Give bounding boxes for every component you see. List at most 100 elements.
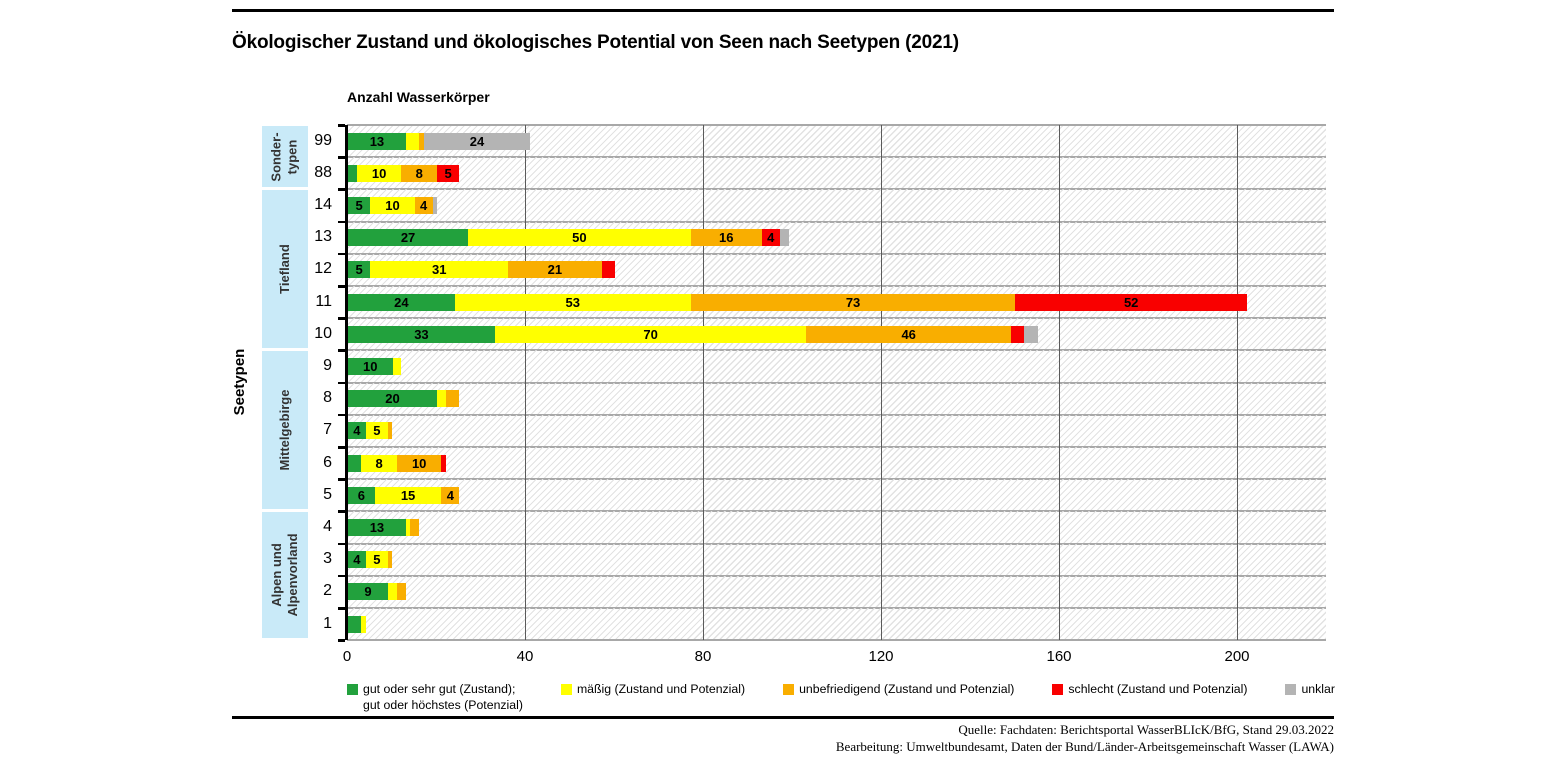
bar-segment-green: 20 <box>348 390 437 408</box>
bar-row: 8 10 <box>348 454 446 472</box>
legend-swatch-yellow <box>560 684 572 695</box>
legend-item: unklar <box>1285 682 1335 698</box>
bar-value-label: 24 <box>394 294 409 310</box>
y-axis-tick <box>338 188 345 191</box>
group-label-line: Mittelgebirge <box>277 389 293 471</box>
bar-segment-orange: 4 <box>414 197 433 214</box>
y-axis-tick <box>338 446 345 449</box>
bar-row <box>348 615 366 633</box>
row-label: 88 <box>314 163 332 181</box>
bar-segment-yellow <box>405 519 411 536</box>
row-label: 2 <box>323 582 332 600</box>
bar-value-label: 16 <box>719 230 734 246</box>
top-rule <box>232 9 1334 12</box>
row-band <box>347 479 1326 512</box>
bar-value-label: 9 <box>364 584 372 600</box>
bar-segment-green <box>348 454 362 472</box>
bar-segment-yellow: 10 <box>370 197 415 214</box>
legend-label-line: unbefriedigend (Zustand und Potenzial) <box>799 682 1015 696</box>
legend-label: mäßig (Zustand und Potenzial) <box>577 682 745 698</box>
bar-segment-red <box>601 261 615 279</box>
row-band <box>347 511 1326 544</box>
gridline <box>1237 125 1238 641</box>
bar-segment-orange: 73 <box>690 293 1016 311</box>
bar-row: 10 8 5 <box>348 164 460 182</box>
page-title: Ökologischer Zustand und ökologisches Po… <box>232 32 959 53</box>
group-box: Tiefland <box>262 190 308 349</box>
row-separator <box>347 124 1326 126</box>
row-band <box>347 447 1326 480</box>
group-label-line: Sonder- <box>269 132 285 182</box>
group-box: Sonder-typen <box>262 126 308 188</box>
bar-value-label: 6 <box>357 487 365 503</box>
legend-swatch-green <box>347 684 358 695</box>
legend-swatch-gray <box>1285 684 1297 695</box>
bar-value-label: 4 <box>353 552 361 568</box>
bar-row: 10 <box>348 358 402 375</box>
legend-label-line: mäßig (Zustand und Potenzial) <box>576 682 746 696</box>
y-axis-tick <box>338 220 345 224</box>
bar-segment-red <box>441 454 446 472</box>
bar-row: 5 10 4 <box>348 197 437 214</box>
legend-label: schlecht (Zustand und Potenzial) <box>1068 682 1247 698</box>
y-axis-tick <box>338 285 345 288</box>
row-label: 99 <box>314 131 332 149</box>
row-number-column: 99 88 14 13 12 11 10 9 8 7 6 5 4 3 2 1 <box>296 125 338 640</box>
row-label: 4 <box>323 518 332 535</box>
bar-segment-gray <box>432 197 437 214</box>
bar-value-label: 5 <box>355 262 363 278</box>
legend-item: mäßig (Zustand und Potenzial) <box>560 682 745 698</box>
bar-segment-orange <box>445 390 460 408</box>
row-label: 12 <box>314 260 332 278</box>
bar-segment-orange <box>419 132 424 150</box>
bar-segment-green: 6 <box>348 486 375 504</box>
group-box: Mittelgebirge <box>262 351 308 510</box>
bar-segment-green: 10 <box>348 358 393 375</box>
bar-row: 24 53 73 52 <box>348 293 1247 311</box>
row-label: 1 <box>323 614 332 632</box>
bar-segment-gray: 24 <box>423 132 531 150</box>
row-label: 13 <box>314 228 332 246</box>
bar-value-label: 5 <box>373 552 381 568</box>
bar-segment-orange: 10 <box>396 454 442 472</box>
bar-segment-green: 9 <box>348 583 389 601</box>
y-axis-tick <box>338 574 345 578</box>
bar-segment-green <box>348 164 357 182</box>
bar-row: 5 31 21 <box>348 261 615 279</box>
bar-value-label: 21 <box>547 262 563 278</box>
legend-label-line: gut oder höchstes (Potenzial) <box>363 697 523 712</box>
bar-segment-yellow: 70 <box>494 325 807 343</box>
row-label: 11 <box>315 292 332 310</box>
y-axis-tick <box>338 252 345 256</box>
bar-value-label: 10 <box>385 198 400 213</box>
x-tick-label: 40 <box>516 648 534 665</box>
row-label: 3 <box>323 550 332 568</box>
bar-value-label: 53 <box>565 294 580 310</box>
bar-value-label: 46 <box>901 326 916 342</box>
bar-segment-red <box>1011 325 1025 343</box>
bar-value-label: 15 <box>400 487 416 503</box>
bar-segment-orange <box>388 422 393 440</box>
bar-segment-yellow <box>392 358 402 375</box>
bar-row: 27 50 16 4 <box>348 229 789 247</box>
bar-row: 13 24 <box>348 132 531 150</box>
x-axis-tick-labels: 0 40 80 120 160 200 <box>343 648 1326 668</box>
x-tick-label: 80 <box>694 648 712 665</box>
row-label: 10 <box>314 324 332 342</box>
legend-label-line: gut oder sehr gut (Zustand); <box>363 682 516 696</box>
y-axis-tick <box>338 413 345 417</box>
y-axis-tick <box>338 156 345 159</box>
y-axis-tick <box>338 478 345 481</box>
y-axis-tick <box>338 607 345 610</box>
bar-value-label: 5 <box>373 423 381 439</box>
bar-segment-yellow: 8 <box>361 454 397 472</box>
bar-segment-orange: 46 <box>806 325 1012 343</box>
bar-value-label: 13 <box>369 133 385 149</box>
bar-value-label: 27 <box>400 230 416 246</box>
bar-segment-orange: 8 <box>401 164 437 182</box>
gridline <box>703 125 704 641</box>
bar-value-label: 13 <box>369 520 385 535</box>
bar-row: 13 <box>348 519 420 536</box>
